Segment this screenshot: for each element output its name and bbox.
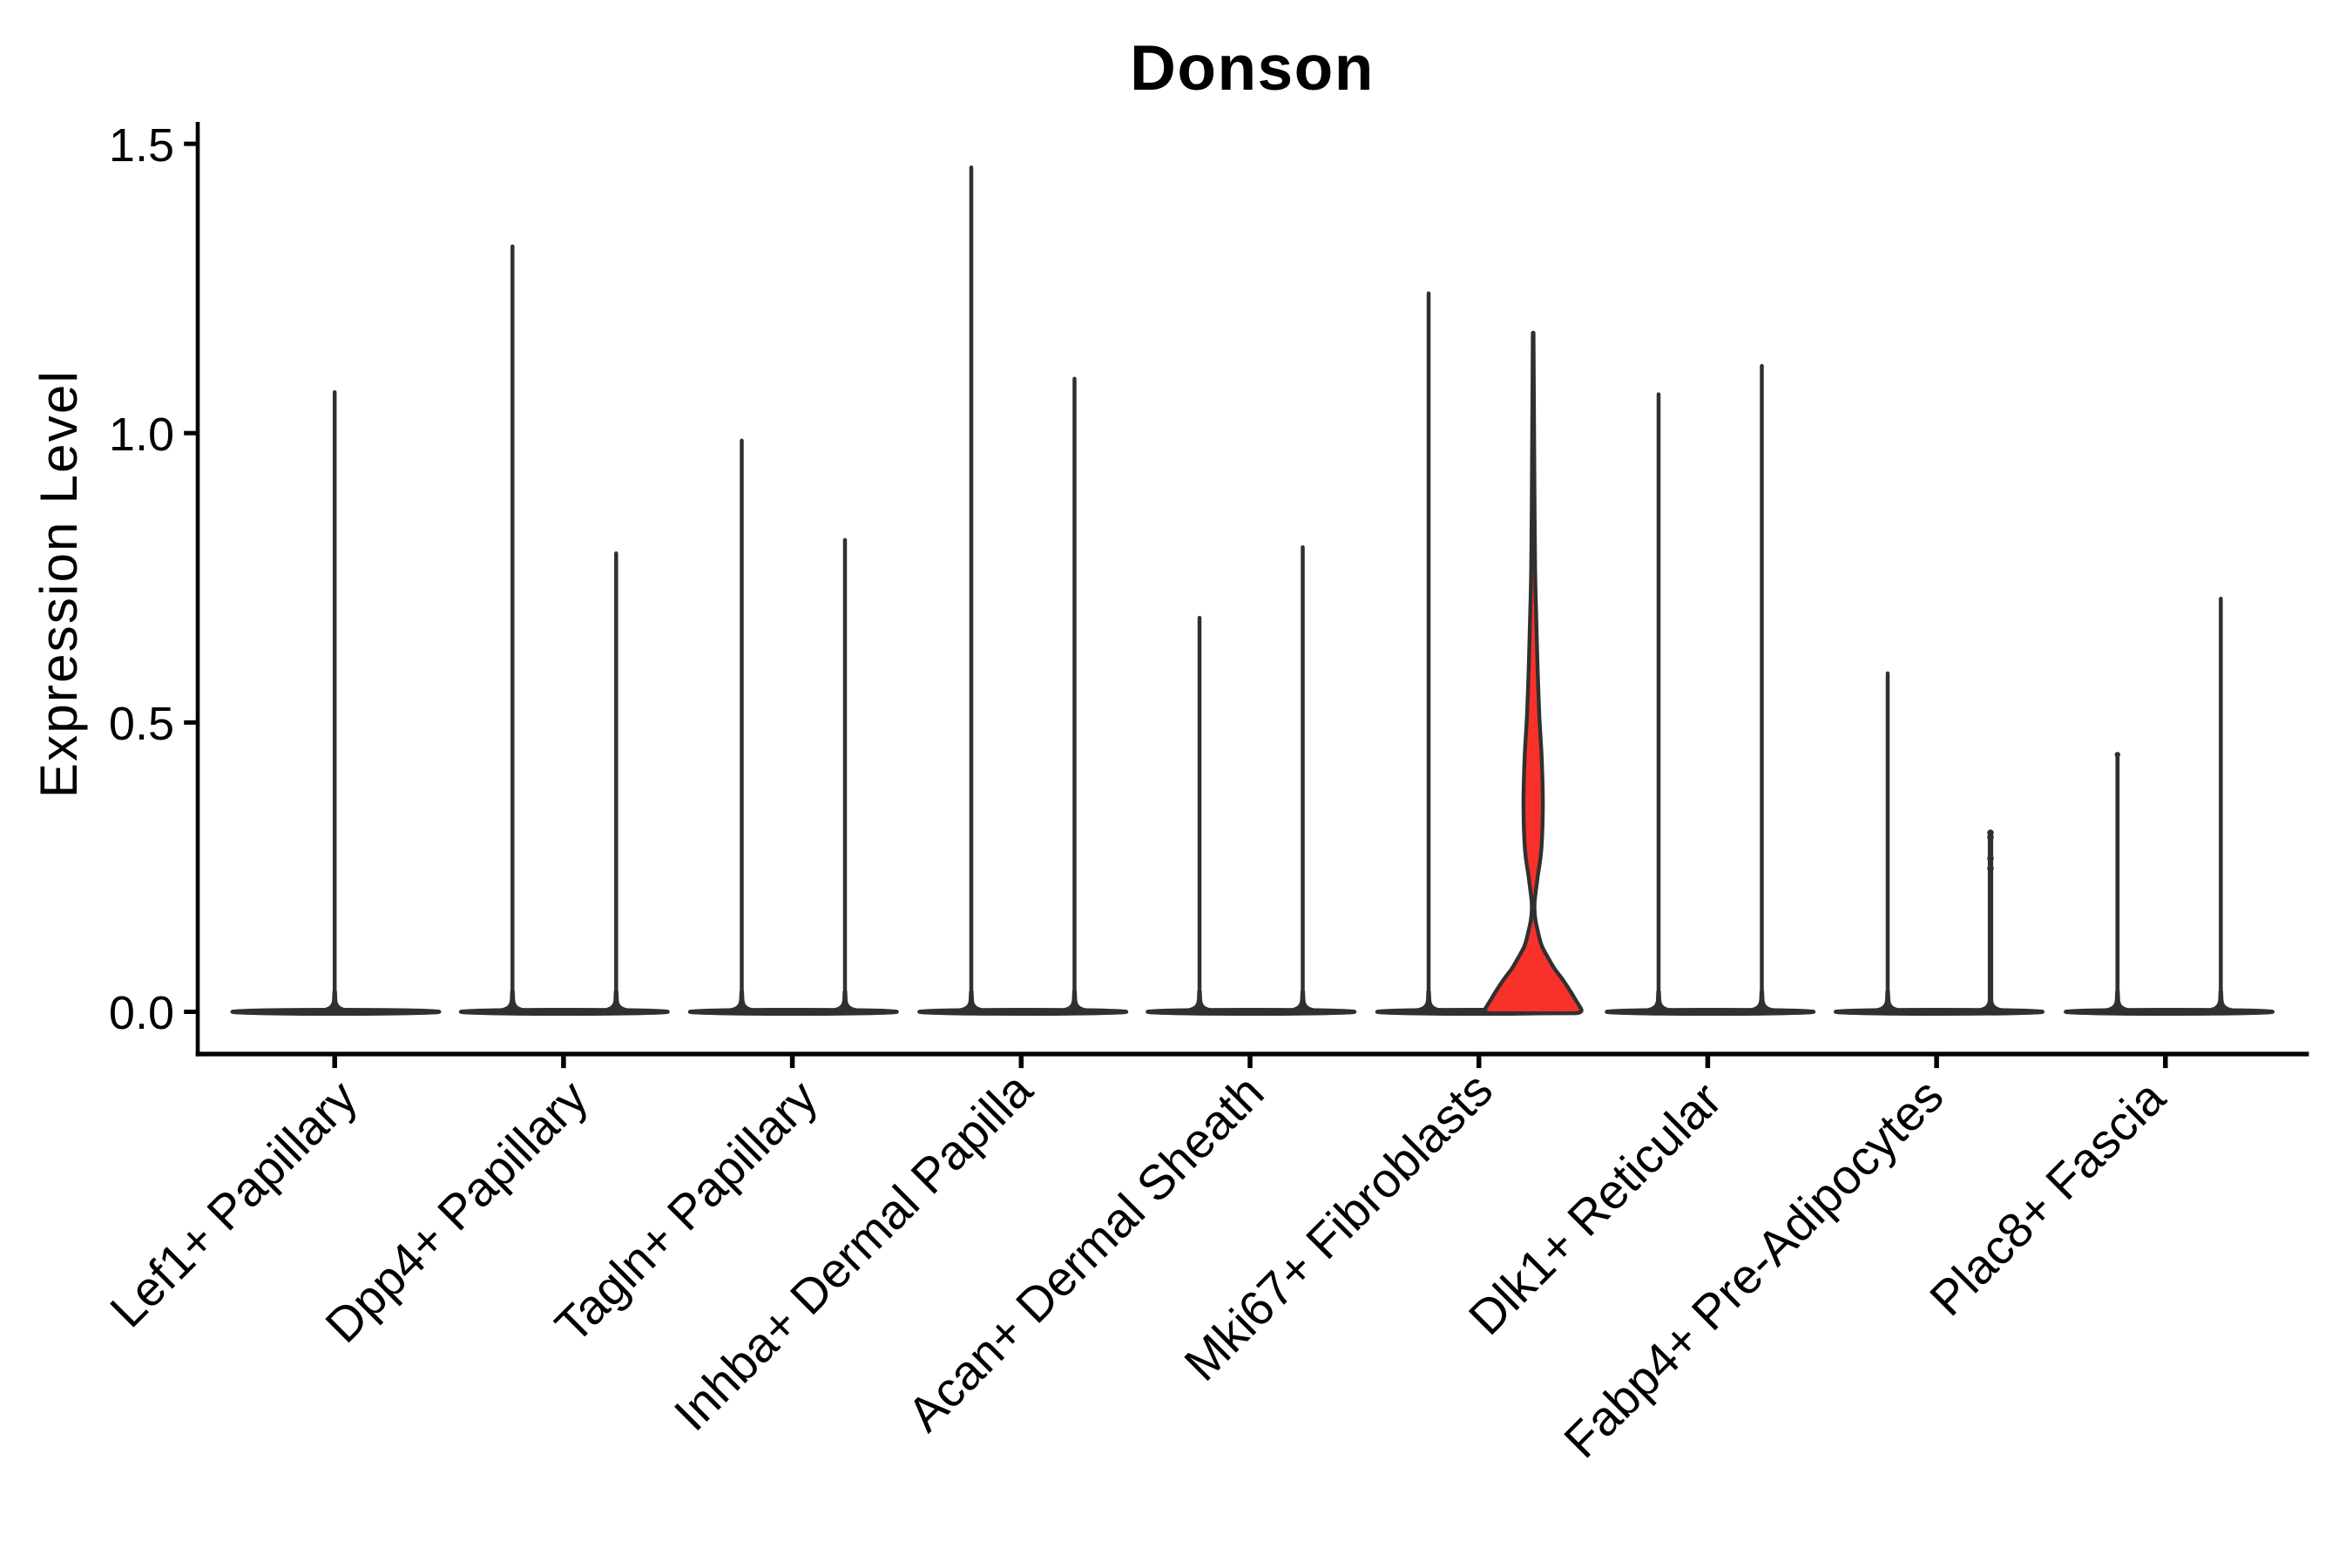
svg-text:0.0: 0.0 (109, 987, 174, 1039)
svg-text:Expression Level: Expression Level (30, 369, 88, 798)
svg-text:1.5: 1.5 (109, 119, 174, 172)
svg-text:Donson: Donson (1130, 33, 1375, 104)
svg-text:1.0: 1.0 (109, 409, 174, 461)
svg-text:0.5: 0.5 (109, 698, 174, 750)
